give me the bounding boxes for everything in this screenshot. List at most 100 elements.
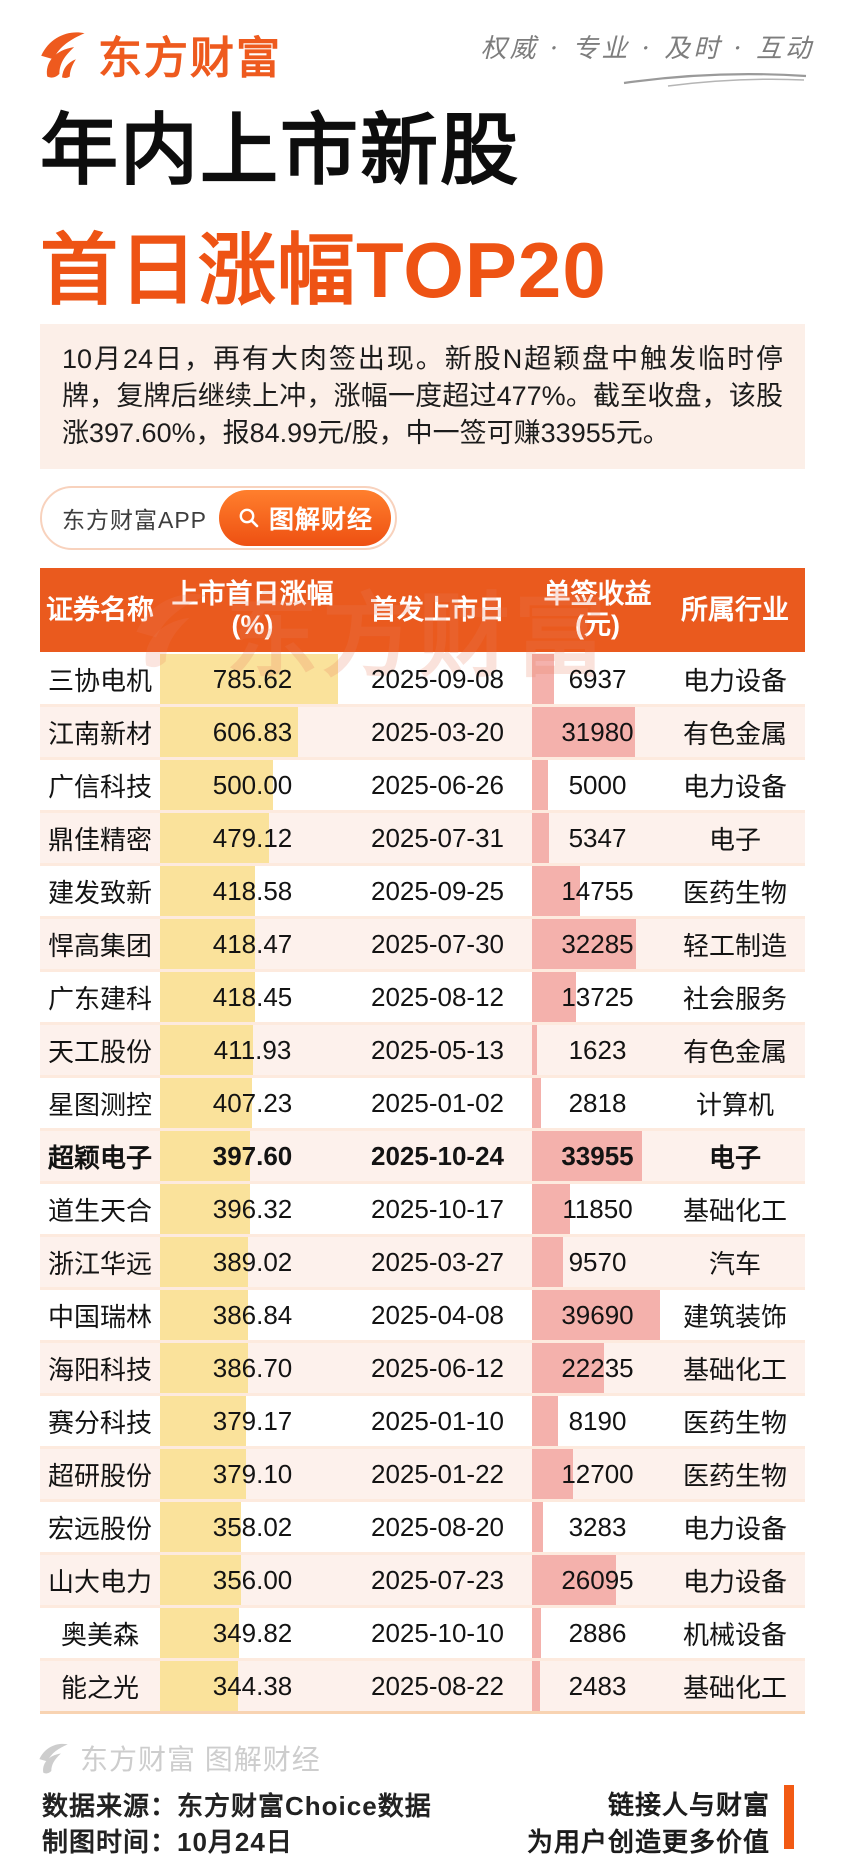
gain-value-cell: 418.47 — [212, 928, 293, 959]
stock-name-cell: 悍高集团 — [47, 930, 152, 961]
footer-watermark-text: 东方财富 图解财经 — [80, 1744, 321, 1775]
gains-table: 证券名称 上市首日涨幅 (%) 首发上市日 单签收益 (元) 所属行业 三协电机 78… — [40, 568, 805, 1714]
income-value-cell: 22235 — [561, 1352, 634, 1383]
page-title-line1: 年内上市新股 — [40, 106, 521, 194]
gain-value-cell: 386.70 — [212, 1352, 293, 1383]
industry-cell: 医药生物 — [682, 877, 787, 908]
table-row: 超研股份 379.10 2025-01-22 12700 医药生物 — [40, 1449, 805, 1502]
brand-bar: 东方财富 权威 · 专业 · 及时 · 互动 — [36, 20, 814, 90]
industry-cell: 轻工制造 — [682, 930, 787, 961]
listing-date-cell: 2025-04-08 — [371, 1299, 504, 1330]
listing-date-cell: 2025-10-17 — [371, 1193, 504, 1224]
stock-name-cell: 中国瑞林 — [47, 1301, 152, 1332]
income-value-cell: 9570 — [568, 1246, 627, 1277]
gain-bar — [160, 1237, 249, 1287]
table-row: 宏远股份 358.02 2025-08-20 3283 电力设备 — [40, 1502, 805, 1555]
income-bar — [532, 654, 555, 704]
listing-date-cell: 2025-07-23 — [371, 1564, 504, 1595]
income-value-cell: 5347 — [568, 822, 627, 853]
stock-name-cell: 道生天合 — [47, 1195, 152, 1226]
gain-value-cell: 386.84 — [212, 1299, 293, 1330]
income-value-cell: 2483 — [568, 1670, 627, 1701]
stock-name-cell: 超颖电子 — [47, 1142, 152, 1173]
gain-value-cell: 418.58 — [212, 875, 293, 906]
gain-bar — [160, 972, 255, 1022]
stock-name-cell: 宏远股份 — [47, 1513, 152, 1544]
gain-bar — [160, 1290, 248, 1340]
gain-bar — [160, 1078, 253, 1128]
slogan-line1: 链接人与财富 — [607, 1790, 770, 1820]
stock-name-cell: 超研股份 — [47, 1460, 152, 1491]
industry-cell: 基础化工 — [682, 1195, 787, 1226]
gain-value-cell: 358.02 — [212, 1511, 293, 1542]
table-row: 广信科技 500.00 2025-06-26 5000 电力设备 — [40, 760, 805, 813]
gain-value-cell: 397.60 — [212, 1140, 293, 1171]
tujiecaijing-button[interactable]: 图解财经 — [219, 490, 392, 546]
gain-value-cell: 396.32 — [212, 1193, 293, 1224]
gain-value-cell: 606.83 — [212, 716, 293, 747]
gain-bar — [160, 1131, 251, 1181]
stock-name-cell: 广信科技 — [47, 771, 152, 802]
income-bar — [532, 1449, 573, 1499]
industry-cell: 电子 — [708, 1142, 761, 1173]
industry-cell: 有色金属 — [682, 718, 787, 749]
income-bar — [532, 813, 550, 863]
stock-name-cell: 鼎佳精密 — [47, 824, 152, 855]
gain-bar — [160, 813, 269, 863]
income-value-cell: 11850 — [562, 1193, 633, 1224]
gain-bar — [160, 760, 274, 810]
gain-value-cell: 344.38 — [212, 1670, 293, 1701]
income-bar — [532, 1396, 559, 1446]
income-bar — [532, 1184, 571, 1234]
industry-cell: 汽车 — [708, 1248, 761, 1279]
industry-cell: 电力设备 — [682, 771, 787, 802]
industry-cell: 基础化工 — [682, 1672, 787, 1703]
industry-cell: 医药生物 — [682, 1407, 787, 1438]
gain-bar — [160, 866, 255, 916]
table-row: 奥美森 349.82 2025-10-10 2886 机械设备 — [40, 1608, 805, 1661]
income-bar — [532, 760, 549, 810]
column-header-gain: 上市首日涨幅 (%) — [171, 579, 334, 640]
listing-date-cell: 2025-05-13 — [371, 1034, 504, 1065]
gain-bar — [160, 919, 255, 969]
table-row: 天工股份 411.93 2025-05-13 1623 有色金属 — [40, 1025, 805, 1078]
gain-bar — [160, 1555, 241, 1605]
listing-date-cell: 2025-03-20 — [371, 716, 504, 747]
table-body: 三协电机 785.62 2025-09-08 6937 电力设备 江南新材 606.83 20… — [40, 654, 805, 1714]
income-bar — [532, 1290, 660, 1340]
stock-name-cell: 建发致新 — [47, 877, 152, 908]
eastmoney-flame-icon-gray — [39, 1743, 68, 1774]
column-header-name: 证券名称 — [46, 594, 154, 625]
listing-date-cell: 2025-10-10 — [371, 1617, 504, 1648]
industry-cell: 基础化工 — [682, 1354, 787, 1385]
gain-bar — [160, 1343, 248, 1393]
stock-name-cell: 海阳科技 — [47, 1354, 152, 1385]
column-header-industry: 所属行业 — [681, 594, 789, 625]
gain-value-cell: 411.93 — [213, 1034, 292, 1065]
app-promo-pill: 东方财富APP 图解财经 — [40, 486, 398, 550]
gain-value-cell: 479.12 — [212, 822, 293, 853]
income-bar — [532, 1555, 617, 1605]
gain-value-cell: 389.02 — [212, 1246, 293, 1277]
income-bar — [532, 1025, 538, 1075]
income-value-cell: 33955 — [561, 1140, 634, 1171]
brand-slogan: 链接人与财富 为用户创造更多价值 — [527, 1785, 794, 1857]
stock-name-cell: 星图测控 — [47, 1089, 152, 1120]
income-bar — [532, 1237, 563, 1287]
intro-paragraph: 10月24日，再有大肉签出现。新股N超颖盘中触发临时停牌，复牌后继续上冲，涨幅一… — [40, 324, 805, 469]
gain-value-cell: 785.62 — [212, 663, 293, 694]
listing-date-cell: 2025-03-27 — [371, 1246, 504, 1277]
stock-name-cell: 山大电力 — [47, 1566, 152, 1597]
income-value-cell: 13725 — [561, 981, 634, 1012]
gain-value-cell: 418.45 — [212, 981, 293, 1012]
table-row: 超颖电子 397.60 2025-10-24 33955 电子 — [40, 1131, 805, 1184]
income-bar — [532, 1661, 540, 1711]
data-source-line: 数据来源：东方财富Choice数据 — [42, 1791, 432, 1821]
income-bar — [532, 972, 577, 1022]
table-row: 鼎佳精密 479.12 2025-07-31 5347 电子 — [40, 813, 805, 866]
income-value-cell: 2886 — [568, 1617, 627, 1648]
gain-bar — [160, 1449, 246, 1499]
industry-cell: 社会服务 — [682, 983, 787, 1014]
income-value-cell: 2818 — [568, 1087, 627, 1118]
